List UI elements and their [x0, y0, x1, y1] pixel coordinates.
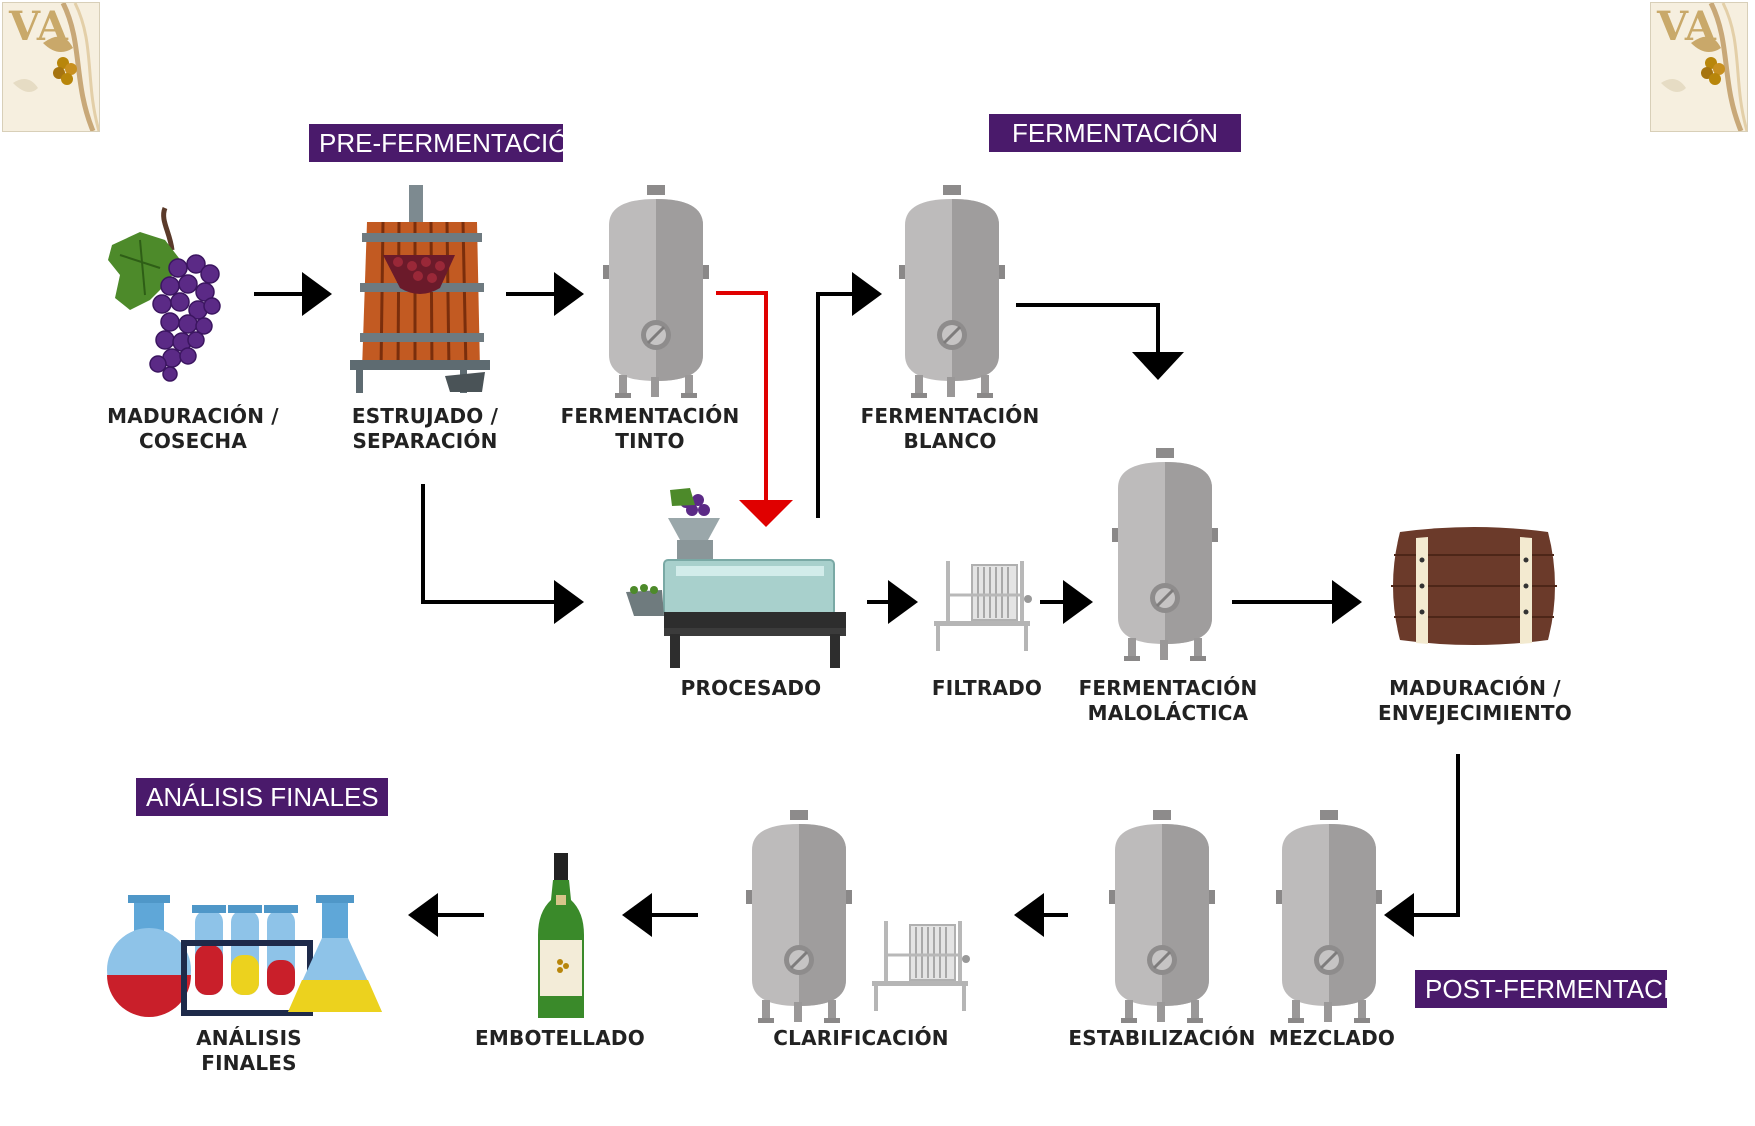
- bottle-icon: [538, 853, 584, 1018]
- filter-press-icon: [932, 559, 1034, 653]
- label-analisis-finales: ANÁLISIS FINALES: [196, 1026, 302, 1075]
- label-clarificacion: CLARIFICACIÓN: [773, 1026, 949, 1050]
- logo-text: VA: [1657, 3, 1716, 50]
- logo-right: VA: [1650, 2, 1748, 132]
- label-fermentacion-tinto: FERMENTACIÓN TINTO: [560, 404, 740, 453]
- label-procesado: PROCESADO: [680, 676, 822, 700]
- lab-flasks-icon: [107, 895, 382, 1017]
- tank-icon: [601, 183, 711, 400]
- label-fermentacion-blanco: FERMENTACIÓN BLANCO: [860, 404, 1040, 453]
- vine-logo-icon: [3, 3, 99, 131]
- label-embotellado: EMBOTELLADO: [475, 1026, 645, 1050]
- label-mezclado: MEZCLADO: [1268, 1026, 1396, 1050]
- destemmer-icon: [626, 488, 846, 668]
- vine-logo-icon: [1651, 3, 1747, 131]
- arrow-heads: [302, 272, 1414, 937]
- tank-icon: [744, 808, 854, 1025]
- label-filtrado: FILTRADO: [931, 676, 1043, 700]
- logo-text: VA: [9, 3, 68, 50]
- grapes-icon: [108, 207, 221, 382]
- section-analisis-finales: ANÁLISIS FINALES: [136, 778, 388, 816]
- red-arrow: [716, 291, 793, 527]
- tank-icon: [897, 183, 1007, 400]
- label-maduracion-cosecha: MADURACIÓN / COSECHA: [107, 404, 279, 453]
- tank-icon: [1107, 808, 1217, 1025]
- section-fermentacion: FERMENTACIÓN: [989, 114, 1241, 152]
- label-estrujado-separacion: ESTRUJADO / SEPARACIÓN: [351, 404, 499, 453]
- filter-press-icon: [870, 919, 972, 1013]
- logo-left: VA: [2, 2, 100, 132]
- label-maduracion-envejecimiento: MADURACIÓN / ENVEJECIMIENTO: [1378, 676, 1572, 725]
- section-pre-fermentacion: PRE-FERMENTACIÓN: [309, 124, 587, 162]
- label-estabilizacion: ESTABILIZACIÓN: [1068, 1026, 1256, 1050]
- tank-icon: [1274, 808, 1384, 1025]
- label-fermentacion-malolactica: FERMENTACIÓN MALOLÁCTICA: [1078, 676, 1258, 725]
- barrel-icon: [1391, 527, 1557, 645]
- arrows: [254, 292, 1460, 917]
- wine-press-icon: [350, 185, 490, 393]
- tank-icon: [1110, 446, 1220, 663]
- section-post-fermentacion: POST-FERMENTACIÓN: [1415, 970, 1709, 1008]
